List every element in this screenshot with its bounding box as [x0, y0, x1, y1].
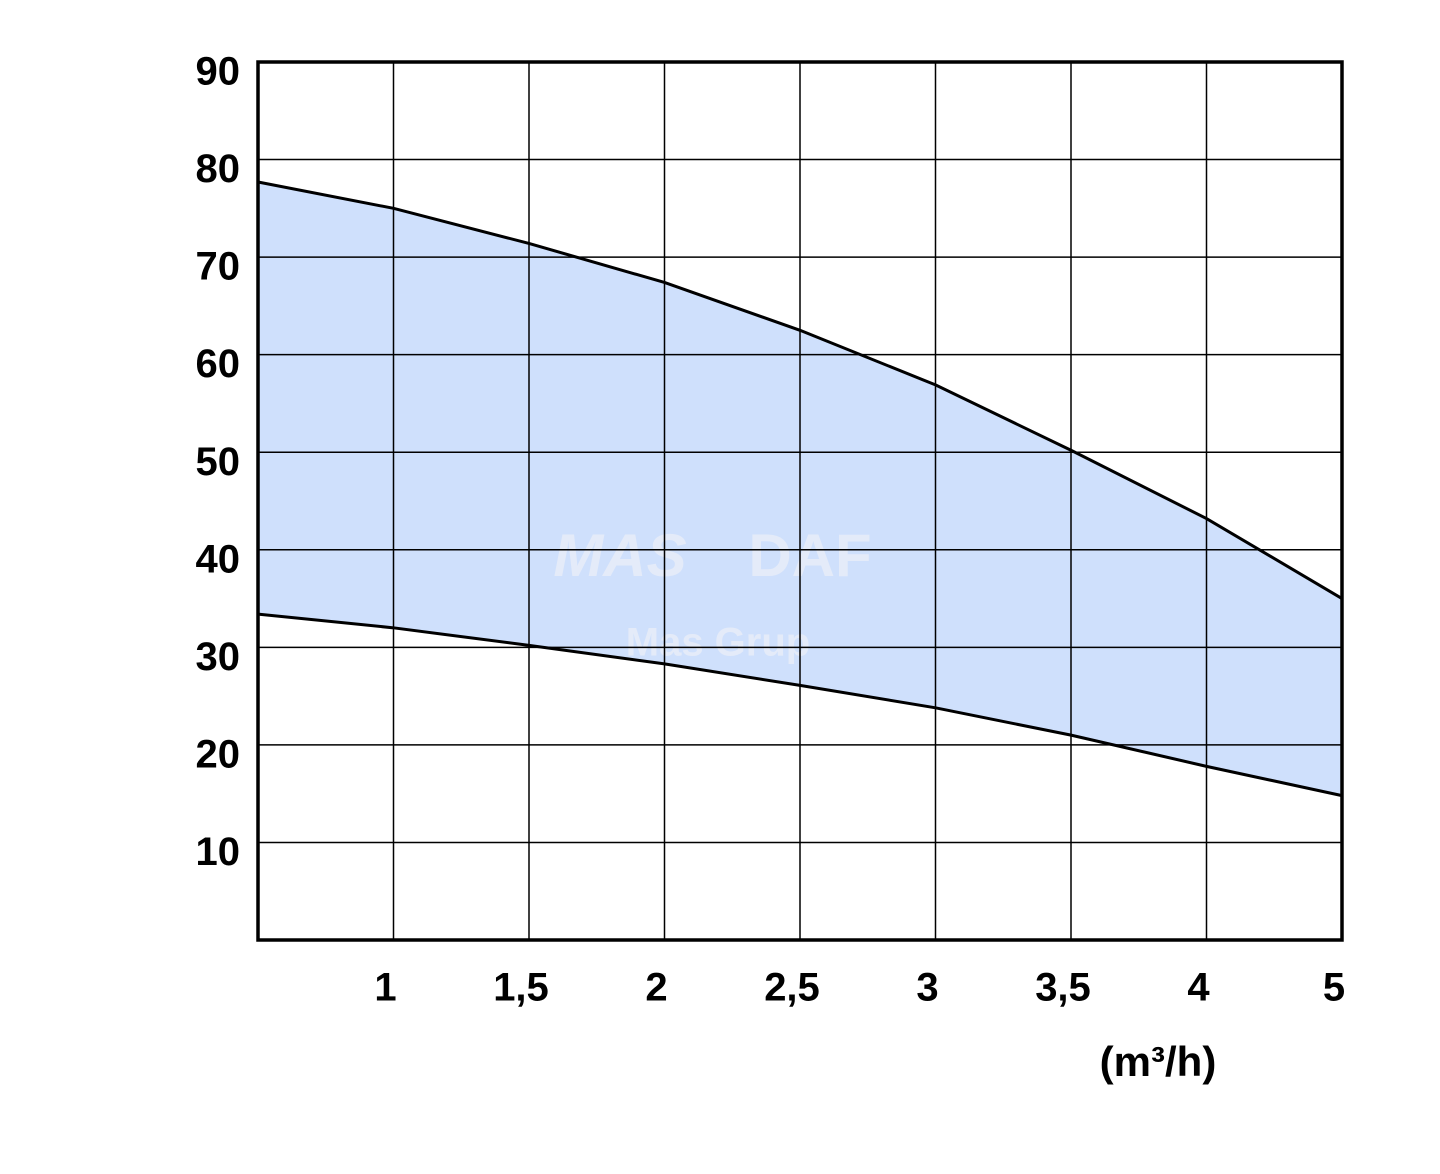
line — [257, 612, 1343, 798]
x-tick-label: 1,5 — [493, 966, 549, 1010]
y-tick-label: 10 — [196, 830, 241, 874]
y-tick-label: 40 — [196, 537, 241, 581]
watermark: DAF — [748, 522, 871, 589]
y-tick-label: 80 — [196, 147, 241, 191]
x-tick-label: 4 — [1187, 966, 1210, 1010]
y-tick-label: 50 — [196, 440, 241, 484]
x-tick-label: 3,5 — [1035, 966, 1091, 1010]
x-tick-label: 5 — [1323, 966, 1345, 1010]
x-axis-label: (m³/h) — [1100, 1038, 1217, 1085]
y-tick-label: 20 — [196, 732, 241, 776]
watermark: Mas Grup — [626, 621, 810, 665]
x-tick-label: 1 — [374, 966, 396, 1010]
y-tick-label: 70 — [196, 245, 241, 289]
y-tick-label: 90 — [196, 50, 241, 94]
x-tick-label: 3 — [916, 966, 938, 1010]
x-tick-label: 2 — [645, 966, 667, 1010]
x-tick-label: 2,5 — [764, 966, 820, 1010]
plot-border — [256, 60, 1344, 942]
y-tick-label: 30 — [196, 635, 241, 679]
line — [257, 180, 1343, 600]
watermark: MAS — [553, 522, 686, 589]
y-tick-label: 60 — [196, 342, 241, 386]
